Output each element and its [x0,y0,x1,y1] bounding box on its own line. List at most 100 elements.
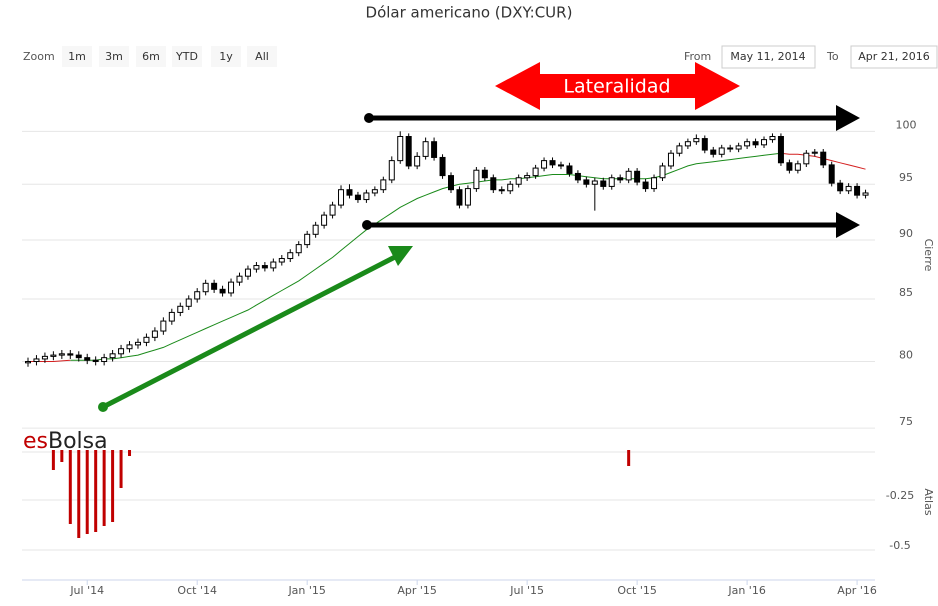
candle-body [287,252,294,260]
candle-body [211,282,218,290]
zoom-buttons: 1m 3m 6m YTD 1y All [62,46,277,67]
zoom-button[interactable] [136,46,166,67]
logo-es: es [23,429,48,454]
candle-body [422,141,429,157]
from-input[interactable] [721,45,816,69]
candle-body [134,341,141,346]
candle-body [676,145,683,154]
y-tick-label: 85 [899,286,913,299]
candle-body [219,288,226,294]
zoom-button[interactable] [247,46,277,67]
candle-body [608,177,615,187]
candle-body [312,224,319,235]
candle-body [202,282,209,293]
candle-body [862,192,869,196]
x-tick-label: Jul '14 [69,584,104,597]
zoom-label: Zoom [23,50,55,63]
zoom-button-label[interactable]: 1m [68,50,86,63]
candle-body [515,177,522,185]
candle-body [456,189,463,206]
candle-body [431,141,438,158]
candle-body [380,179,387,191]
candle-body [101,357,108,363]
zoom-button[interactable] [99,46,129,67]
candle-body [58,353,65,356]
annotations: Lateralidad [98,62,860,412]
indicator-bar [94,450,98,532]
candle-body [837,182,844,192]
zoom-button-label[interactable]: YTD [175,50,198,63]
arrow-head [836,212,860,238]
candle-body [304,233,311,246]
candle-body [270,261,277,269]
indicator-bar [119,450,123,488]
zoom-button-label[interactable]: 1y [219,50,233,63]
candle-body [659,165,666,179]
candle-body [194,291,201,300]
candle-body [464,188,471,206]
arrow-dot [362,220,372,230]
to-input[interactable] [850,45,938,69]
logo-bolsa: Bolsa [48,429,108,454]
zoom-button-label[interactable]: 6m [142,50,160,63]
zoom-button-label[interactable]: 3m [105,50,123,63]
candle-body [33,358,40,363]
from-date[interactable]: May 11, 2014 [730,50,805,63]
candle-body [346,189,353,196]
x-tick-label: Jan '16 [727,584,765,597]
x-tick-label: Oct '15 [617,584,657,597]
candle-body [160,320,167,332]
indicator-bar [60,450,64,462]
candle-body [625,170,632,181]
candle-body [667,152,674,167]
y2-tick-label: -0.25 [886,489,914,502]
zoom-button[interactable] [211,46,241,67]
indicator-bar [68,450,72,524]
indicator-bar [51,450,55,470]
candle-body [177,305,184,313]
to-date[interactable]: Apr 21, 2016 [858,50,930,63]
candle-body [854,185,861,196]
candle-body [321,214,328,226]
candle-body [278,258,285,263]
zoom-button-label[interactable]: All [255,50,269,63]
y-axis-title: Cierre [922,239,935,272]
indicator-bar [102,450,106,526]
y2-tick-label: -0.5 [889,539,910,552]
candle-body [448,175,454,191]
candle-body [261,265,268,269]
candle-body [75,354,82,359]
candle-body [549,160,556,166]
candle-body [109,353,116,359]
candle-body [727,147,734,150]
candle-body [634,170,641,183]
candle-body [490,177,497,191]
y-tick-label: 90 [899,227,913,240]
candle-body [185,298,192,307]
arrow-head [836,105,860,131]
candle-body [481,169,488,179]
candle-body [820,151,827,166]
zoom-button[interactable] [172,46,202,67]
candle-body [803,152,810,165]
zoom-button[interactable] [62,46,92,67]
candle-body [600,180,607,187]
candle-body [84,357,91,361]
candle-body [684,141,691,147]
y-tick-label: 100 [896,118,917,131]
candle-body [151,330,158,338]
candle-body [752,141,759,146]
candle-body [363,192,370,201]
indicator-bar [627,450,631,466]
y-tick-label: 75 [899,415,913,428]
y-tick-label: 95 [899,171,913,184]
candle-body [143,336,150,343]
candle-body [566,165,573,174]
from-label: From [684,50,711,63]
annotation-label: Lateralidad [563,76,670,98]
y2-axis-title: Atlas [922,488,935,515]
to-label: To [826,50,839,63]
candle-body [92,359,99,363]
candle-body [845,185,852,192]
indicator-bar [85,450,89,534]
